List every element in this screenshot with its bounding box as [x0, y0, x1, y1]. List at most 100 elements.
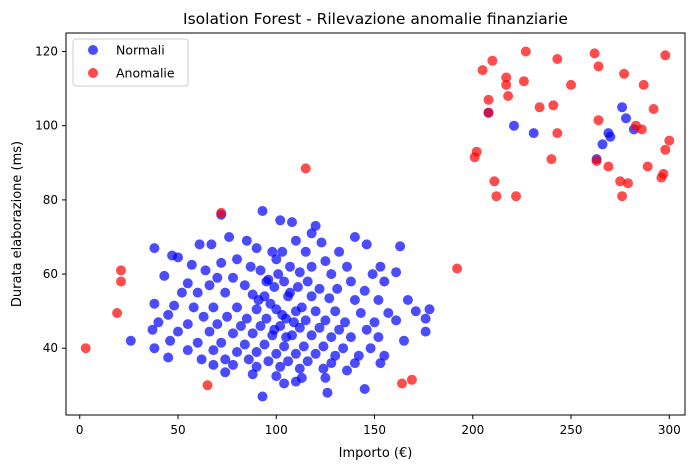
point-normali-133: [310, 348, 321, 359]
legend-box: [72, 38, 189, 87]
point-normali-172: [296, 302, 307, 313]
point-normali-41: [228, 272, 238, 283]
point-normali-155: [247, 369, 258, 380]
point-normali-164: [273, 269, 284, 280]
point-normali-137: [163, 352, 174, 363]
point-normali-92: [153, 317, 164, 328]
point-anomalie-30: [642, 161, 653, 172]
point-normali-32: [375, 261, 386, 272]
point-normali-89: [340, 317, 350, 328]
y-tick-label-60: 60: [43, 267, 58, 281]
data-points: [80, 46, 675, 402]
point-normali-151: [294, 363, 305, 374]
point-anomalie-39: [300, 163, 311, 174]
point-anomalie-7: [593, 61, 604, 72]
point-normali-154: [220, 367, 231, 378]
legend-label-anomalie: Anomalie: [116, 66, 175, 81]
point-anomalie-16: [548, 100, 559, 111]
point-normali-147: [208, 359, 219, 370]
point-normali-8: [241, 235, 252, 246]
point-anomalie-41: [452, 263, 463, 274]
point-normali-162: [322, 387, 333, 398]
point-normali-70: [208, 302, 219, 313]
point-normali-57: [220, 287, 231, 298]
legend-label-normali: Normali: [116, 43, 165, 58]
point-normali-28: [245, 261, 256, 272]
point-anomalie-18: [483, 107, 494, 118]
point-normali-36: [326, 269, 337, 280]
point-anomalie-14: [483, 94, 494, 105]
point-normali-120: [259, 339, 270, 350]
point-normali-167: [269, 324, 280, 335]
point-normali-168: [285, 287, 295, 298]
point-normali-38: [391, 267, 402, 278]
point-normali-144: [326, 358, 337, 369]
point-anomalie-26: [546, 154, 557, 165]
point-normali-4: [310, 220, 321, 231]
point-normali-152: [318, 363, 329, 374]
point-anomalie-22: [552, 128, 563, 139]
point-normali-40: [212, 272, 223, 283]
point-normali-166: [277, 309, 288, 320]
point-normali-99: [314, 322, 325, 333]
plot-area: [65, 32, 686, 416]
point-normali-88: [320, 315, 331, 326]
point-normali-124: [338, 343, 349, 354]
x-tick-label-50: 50: [170, 423, 185, 437]
point-normali-68: [169, 300, 180, 311]
point-normali-103: [173, 326, 183, 337]
point-normali-100: [334, 324, 345, 335]
point-normali-91: [391, 315, 402, 326]
point-normali-75: [310, 306, 321, 317]
point-normali-54: [359, 285, 370, 296]
point-normali-18: [300, 246, 311, 257]
point-normali-174: [597, 139, 608, 150]
point-normali-95: [235, 321, 246, 331]
point-normali-76: [330, 306, 341, 317]
point-anomalie-3: [487, 55, 498, 66]
point-normali-13: [149, 243, 160, 254]
point-normali-149: [251, 361, 262, 372]
point-anomalie-33: [615, 176, 626, 187]
point-normali-134: [330, 350, 341, 361]
point-anomalie-9: [518, 76, 529, 87]
point-anomalie-6: [501, 72, 512, 83]
point-normali-83: [222, 311, 233, 322]
x-tick-label-200: 200: [461, 423, 484, 437]
point-normali-102: [147, 324, 158, 335]
point-normali-131: [271, 348, 282, 359]
point-normali-27: [186, 259, 197, 270]
y-tick-label-40: 40: [43, 341, 58, 355]
point-anomalie-29: [603, 161, 614, 172]
point-normali-56: [192, 287, 203, 298]
point-normali-16: [251, 243, 262, 254]
point-anomalie-10: [501, 79, 512, 90]
y-axis-label: Durata elaborazione (ms): [10, 141, 25, 307]
point-normali-171: [253, 295, 264, 305]
point-normali-117: [192, 337, 203, 348]
point-anomalie-13: [503, 91, 514, 101]
x-axis-label: Importo (€): [339, 446, 413, 461]
point-anomalie-43: [116, 276, 126, 287]
point-normali-69: [188, 302, 199, 313]
point-normali-125: [365, 343, 376, 354]
point-normali-81: [163, 309, 174, 320]
point-normali-90: [369, 317, 380, 328]
y-tick-label-120: 120: [35, 45, 58, 59]
point-normali-79: [410, 306, 421, 317]
point-anomalie-34: [623, 178, 633, 189]
point-anomalie-38: [617, 191, 628, 202]
point-normali-140: [243, 354, 254, 365]
point-anomalie-21: [636, 124, 647, 135]
point-normali-31: [342, 261, 352, 272]
point-normali-146: [375, 358, 386, 369]
point-normali-33: [200, 265, 211, 276]
point-normali-65: [402, 295, 413, 305]
point-normali-22: [173, 252, 183, 263]
point-normali-130: [251, 347, 262, 357]
point-normali-53: [332, 283, 343, 294]
point-normali-62: [324, 293, 335, 304]
point-normali-181: [528, 128, 539, 139]
point-normali-119: [239, 339, 250, 350]
point-anomalie-25: [469, 152, 480, 163]
